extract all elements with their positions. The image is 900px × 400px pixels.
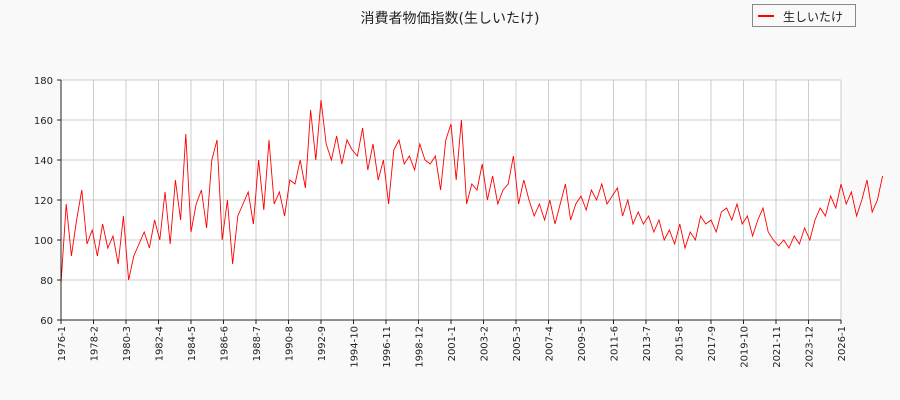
y-tick-label: 140 — [34, 156, 53, 167]
x-tick-label: 2021-11 — [772, 326, 783, 368]
x-tick-label: 2001-1 — [447, 326, 458, 361]
x-tick-label: 1984-5 — [187, 326, 198, 361]
y-tick-label: 80 — [40, 276, 53, 287]
x-tick-label: 2017-9 — [707, 326, 718, 361]
x-tick-label: 2009-5 — [577, 326, 588, 361]
y-tick-label: 120 — [34, 196, 53, 207]
y-tick-label: 100 — [34, 236, 53, 247]
x-tick-label: 2026-1 — [837, 326, 848, 361]
x-tick-label: 1996-11 — [382, 326, 393, 368]
y-tick-label: 180 — [34, 76, 53, 87]
x-tick-label: 2007-4 — [545, 326, 556, 361]
y-tick-label: 160 — [34, 116, 53, 127]
x-tick-label: 2023-12 — [805, 326, 816, 368]
x-tick-label: 2013-7 — [642, 326, 653, 361]
x-tick-label: 2015-8 — [675, 326, 686, 361]
x-tick-label: 2011-6 — [610, 326, 621, 361]
legend: 生しいたけ — [752, 4, 856, 27]
x-tick-label: 1988-7 — [252, 326, 263, 361]
x-tick-label: 2003-2 — [480, 326, 491, 361]
x-tick-label: 2005-3 — [512, 326, 523, 361]
x-tick-label: 1978-2 — [90, 326, 101, 361]
series-line — [60, 99, 884, 285]
legend-label: 生しいたけ — [783, 10, 844, 24]
x-tick-label: 1980-3 — [122, 326, 133, 361]
chart-title: 消費者物価指数(生しいたけ) — [360, 11, 540, 27]
legend-swatch — [758, 15, 774, 17]
x-tick-label: 2019-10 — [740, 326, 751, 368]
x-tick-label: 1992-9 — [317, 326, 328, 361]
y-tick-label: 60 — [40, 316, 53, 327]
x-tick-label: 1990-8 — [285, 326, 296, 361]
x-tick-label: 1998-12 — [415, 326, 426, 368]
x-tick-label: 1986-6 — [220, 326, 231, 361]
x-tick-label: 1976-1 — [57, 326, 68, 361]
x-tick-label: 1982-4 — [155, 326, 166, 361]
x-tick-label: 1994-10 — [350, 326, 361, 368]
